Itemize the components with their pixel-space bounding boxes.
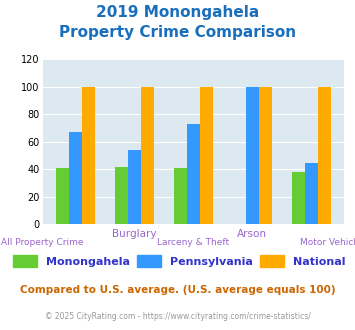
- Bar: [115, 167, 128, 224]
- Text: Motor Vehicle Theft: Motor Vehicle Theft: [300, 238, 355, 247]
- Bar: [305, 162, 318, 224]
- Bar: [128, 150, 141, 224]
- Text: Property Crime Comparison: Property Crime Comparison: [59, 25, 296, 40]
- Bar: [246, 87, 259, 224]
- Legend: Monongahela, Pennsylvania, National: Monongahela, Pennsylvania, National: [13, 255, 345, 267]
- Bar: [141, 87, 154, 224]
- Text: 2019 Monongahela: 2019 Monongahela: [96, 5, 259, 20]
- Bar: [174, 168, 187, 224]
- Bar: [292, 172, 305, 224]
- Bar: [82, 87, 95, 224]
- Bar: [259, 87, 272, 224]
- Text: Larceny & Theft: Larceny & Theft: [157, 238, 230, 247]
- Text: All Property Crime: All Property Crime: [1, 238, 84, 247]
- Bar: [200, 87, 213, 224]
- Bar: [69, 132, 82, 224]
- Bar: [56, 168, 69, 224]
- Text: Compared to U.S. average. (U.S. average equals 100): Compared to U.S. average. (U.S. average …: [20, 285, 335, 295]
- Bar: [318, 87, 331, 224]
- Text: © 2025 CityRating.com - https://www.cityrating.com/crime-statistics/: © 2025 CityRating.com - https://www.city…: [45, 312, 310, 321]
- Bar: [187, 124, 200, 224]
